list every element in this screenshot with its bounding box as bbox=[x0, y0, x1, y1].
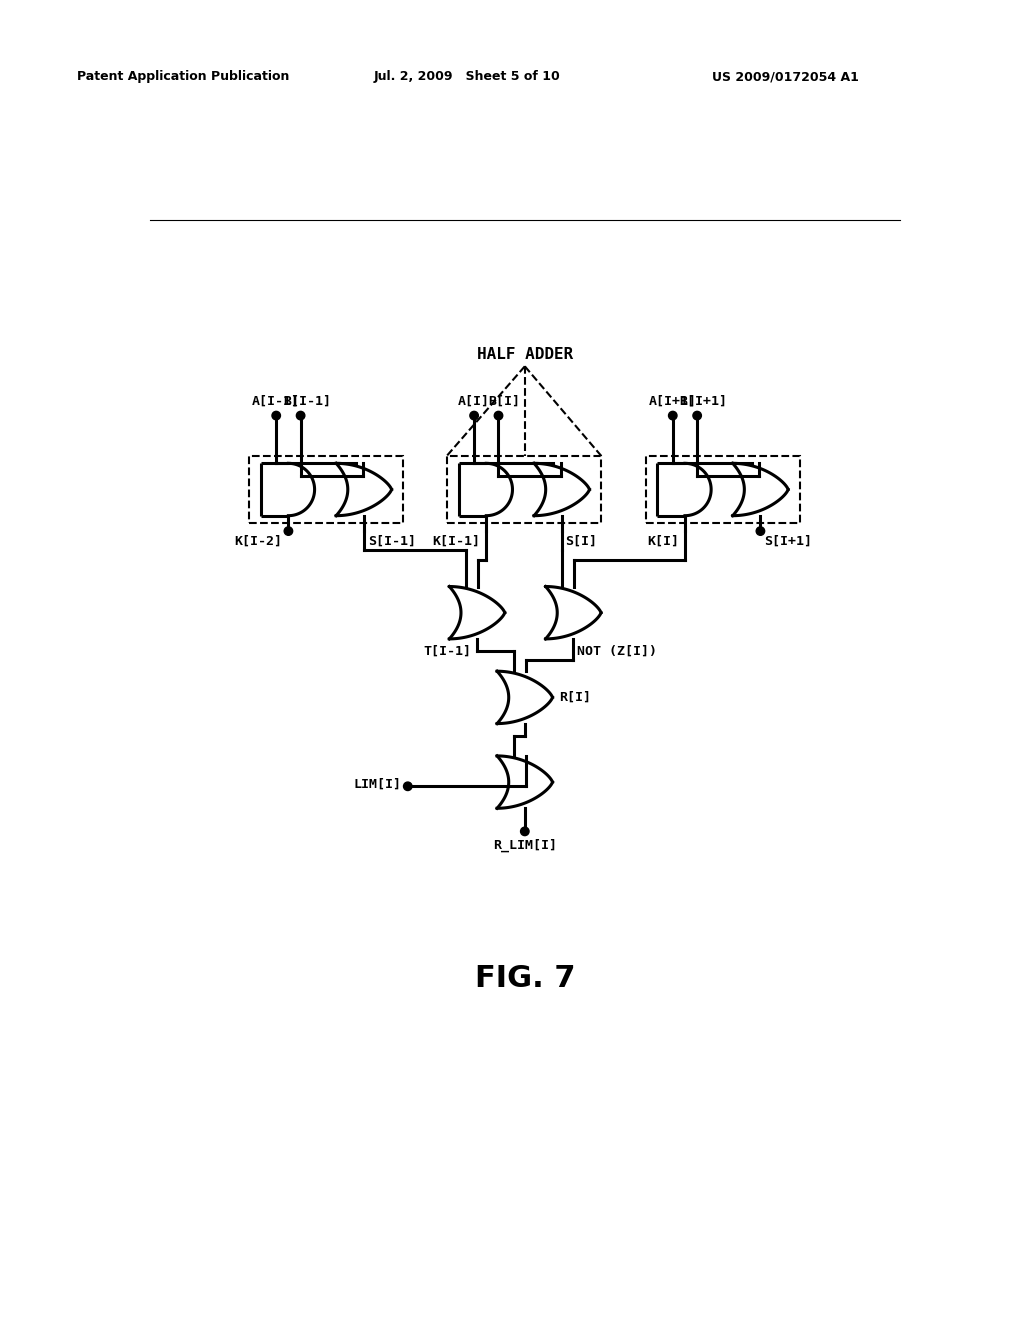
Bar bbox=[249, 455, 403, 524]
Text: R_LIM[I]: R_LIM[I] bbox=[493, 840, 557, 853]
Circle shape bbox=[520, 828, 529, 836]
Bar bbox=[447, 455, 601, 524]
Text: HALF ADDER: HALF ADDER bbox=[477, 347, 572, 362]
Text: US 2009/0172054 A1: US 2009/0172054 A1 bbox=[712, 70, 858, 83]
Text: A[I-1]: A[I-1] bbox=[252, 395, 300, 408]
Text: Patent Application Publication: Patent Application Publication bbox=[77, 70, 289, 83]
Text: A[I+1]: A[I+1] bbox=[649, 395, 696, 408]
Text: B[I]: B[I] bbox=[488, 395, 520, 408]
Text: LIM[I]: LIM[I] bbox=[353, 777, 401, 791]
Circle shape bbox=[470, 412, 478, 420]
Text: S[I]: S[I] bbox=[565, 535, 598, 548]
Bar bbox=[646, 455, 800, 524]
Circle shape bbox=[272, 412, 281, 420]
Text: T[I-1]: T[I-1] bbox=[423, 645, 471, 659]
Text: A[I]: A[I] bbox=[458, 395, 490, 408]
Circle shape bbox=[669, 412, 677, 420]
Circle shape bbox=[403, 781, 412, 791]
Circle shape bbox=[296, 412, 305, 420]
Text: NOT (Z[I]): NOT (Z[I]) bbox=[578, 645, 657, 659]
Text: K[I]: K[I] bbox=[647, 535, 679, 548]
Text: S[I-1]: S[I-1] bbox=[368, 535, 416, 548]
Text: K[I-2]: K[I-2] bbox=[234, 535, 283, 548]
Circle shape bbox=[756, 527, 765, 536]
Text: S[I+1]: S[I+1] bbox=[764, 535, 812, 548]
Circle shape bbox=[495, 412, 503, 420]
Text: FIG. 7: FIG. 7 bbox=[474, 964, 575, 993]
Text: B[I-1]: B[I-1] bbox=[283, 395, 331, 408]
Text: Jul. 2, 2009   Sheet 5 of 10: Jul. 2, 2009 Sheet 5 of 10 bbox=[374, 70, 560, 83]
Text: R[I]: R[I] bbox=[559, 690, 591, 704]
Text: B[I+1]: B[I+1] bbox=[679, 395, 727, 408]
Circle shape bbox=[285, 527, 293, 536]
Text: K[I-1]: K[I-1] bbox=[432, 535, 480, 548]
Circle shape bbox=[693, 412, 701, 420]
